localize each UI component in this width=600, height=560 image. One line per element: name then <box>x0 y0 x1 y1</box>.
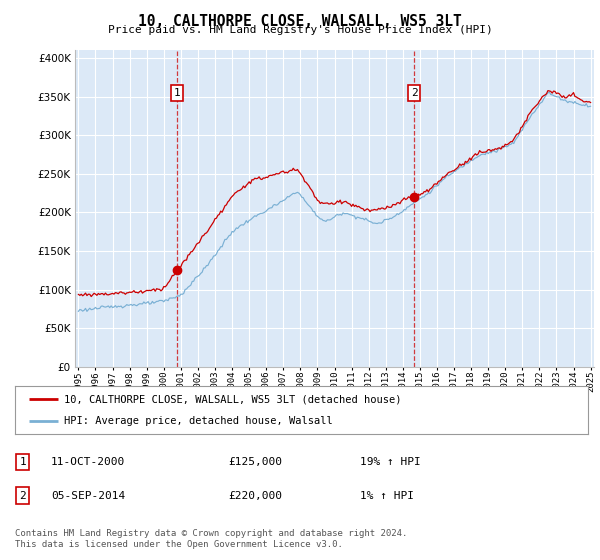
Text: 2: 2 <box>411 88 418 98</box>
Text: 1% ↑ HPI: 1% ↑ HPI <box>360 491 414 501</box>
Text: Contains HM Land Registry data © Crown copyright and database right 2024.
This d: Contains HM Land Registry data © Crown c… <box>15 529 407 549</box>
Text: 1: 1 <box>19 457 26 467</box>
Text: 10, CALTHORPE CLOSE, WALSALL, WS5 3LT: 10, CALTHORPE CLOSE, WALSALL, WS5 3LT <box>138 14 462 29</box>
Text: 19% ↑ HPI: 19% ↑ HPI <box>360 457 421 467</box>
Text: 11-OCT-2000: 11-OCT-2000 <box>51 457 125 467</box>
Text: Price paid vs. HM Land Registry's House Price Index (HPI): Price paid vs. HM Land Registry's House … <box>107 25 493 35</box>
Text: 10, CALTHORPE CLOSE, WALSALL, WS5 3LT (detached house): 10, CALTHORPE CLOSE, WALSALL, WS5 3LT (d… <box>64 394 401 404</box>
Text: £220,000: £220,000 <box>228 491 282 501</box>
Text: £125,000: £125,000 <box>228 457 282 467</box>
Text: HPI: Average price, detached house, Walsall: HPI: Average price, detached house, Wals… <box>64 416 332 426</box>
Text: 05-SEP-2014: 05-SEP-2014 <box>51 491 125 501</box>
Text: 1: 1 <box>174 88 181 98</box>
Text: 2: 2 <box>19 491 26 501</box>
